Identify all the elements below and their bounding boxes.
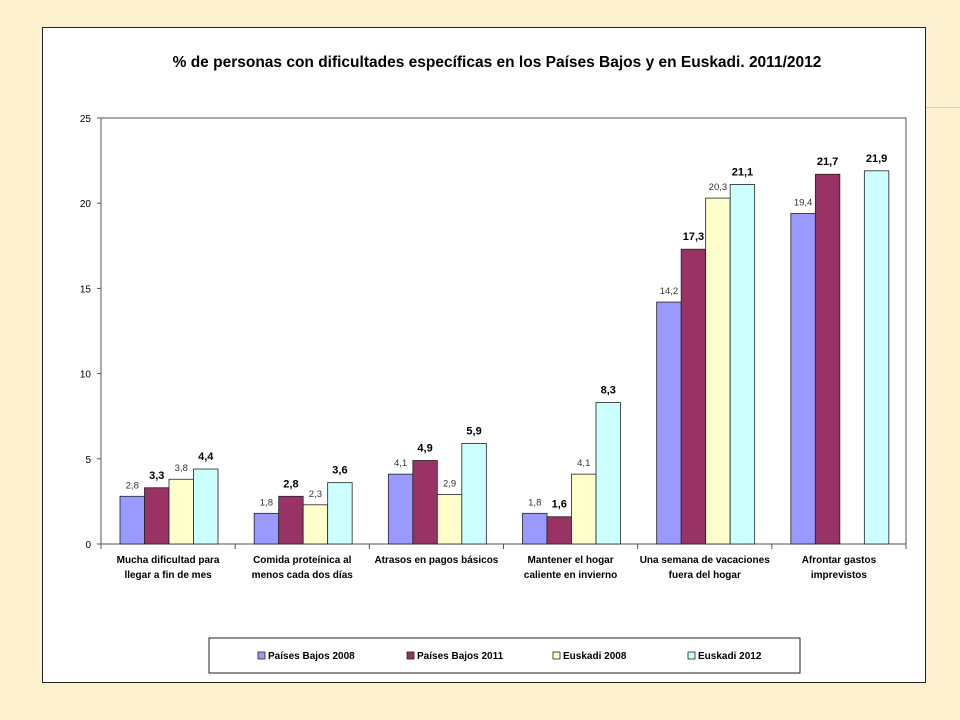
category-label: Atrasos en pagos básicos [374, 555, 498, 566]
chart-title: % de personas con dificultades específic… [173, 54, 822, 71]
plot-area [100, 117, 907, 545]
data-label: 4,1 [577, 458, 590, 469]
legend-label: Países Bajos 2011 [417, 651, 504, 662]
data-label: 14,2 [660, 286, 679, 297]
bar [327, 482, 353, 545]
data-label: 5,9 [466, 425, 481, 437]
bar [729, 184, 756, 545]
category-label: imprevistos [811, 570, 868, 581]
data-label: 8,3 [601, 385, 616, 397]
data-label: 21,1 [732, 166, 753, 178]
data-label: 17,3 [683, 231, 704, 243]
data-label: 3,6 [332, 465, 347, 477]
category-label: caliente en invierno [524, 570, 617, 581]
bar [253, 512, 280, 545]
bar [571, 473, 597, 545]
data-label: 4,1 [394, 458, 407, 469]
legend-label: Países Bajos 2008 [268, 651, 355, 662]
category-label: Mucha dificultad para [117, 555, 220, 566]
category-label: Comida proteínica al [253, 555, 352, 566]
bar [595, 402, 621, 545]
bar [656, 301, 682, 545]
bar [119, 495, 145, 545]
data-label: 20,3 [709, 182, 728, 193]
bar [144, 487, 170, 545]
accent-line [926, 107, 960, 108]
y-tick-label: 20 [80, 199, 92, 210]
bar [705, 197, 731, 545]
bar [790, 213, 816, 545]
data-label: 3,3 [149, 470, 164, 482]
bar [387, 473, 414, 545]
y-tick-label: 0 [85, 540, 91, 551]
data-label: 19,4 [794, 197, 813, 208]
data-label: 21,7 [817, 156, 838, 168]
bar [436, 494, 463, 545]
category-label: Afrontar gastos [802, 555, 877, 566]
data-label: 2,9 [443, 479, 456, 490]
category-label: llegar a fin de mes [124, 570, 212, 581]
legend-swatch [257, 651, 266, 660]
data-label: 2,8 [283, 478, 298, 490]
data-label: 4,4 [198, 451, 214, 463]
chart-frame [42, 27, 926, 683]
data-label: 2,8 [126, 480, 139, 491]
legend-label: Euskadi 2012 [698, 651, 762, 662]
bar [814, 173, 841, 545]
y-tick-label: 5 [85, 455, 91, 466]
legend [208, 637, 801, 674]
y-tick-label: 25 [80, 114, 92, 125]
data-label: 1,8 [528, 497, 541, 508]
data-label: 21,9 [866, 153, 887, 165]
legend-swatch [406, 651, 415, 660]
data-label: 4,9 [417, 443, 432, 455]
bar [302, 504, 329, 545]
y-tick-label: 15 [80, 284, 92, 295]
bar [193, 468, 219, 545]
legend-label: Euskadi 2008 [563, 651, 627, 662]
bar [278, 495, 304, 545]
data-label: 3,8 [175, 463, 188, 474]
category-label: fuera del hogar [669, 570, 741, 581]
legend-swatch [552, 651, 561, 660]
bar [168, 478, 194, 545]
category-label: Mantener el hogar [528, 555, 614, 566]
legend-swatch [687, 651, 696, 660]
bar [680, 248, 707, 545]
bar [461, 443, 487, 545]
data-label: 1,8 [260, 497, 273, 508]
bar [863, 170, 890, 545]
y-tick-label: 10 [80, 370, 92, 381]
bar [522, 512, 548, 545]
bar [412, 460, 438, 545]
category-label: Una semana de vacaciones [640, 555, 771, 566]
bar [546, 516, 572, 545]
data-label: 2,3 [309, 489, 322, 500]
data-label: 1,6 [552, 499, 567, 511]
category-label: menos cada dos días [252, 570, 354, 581]
